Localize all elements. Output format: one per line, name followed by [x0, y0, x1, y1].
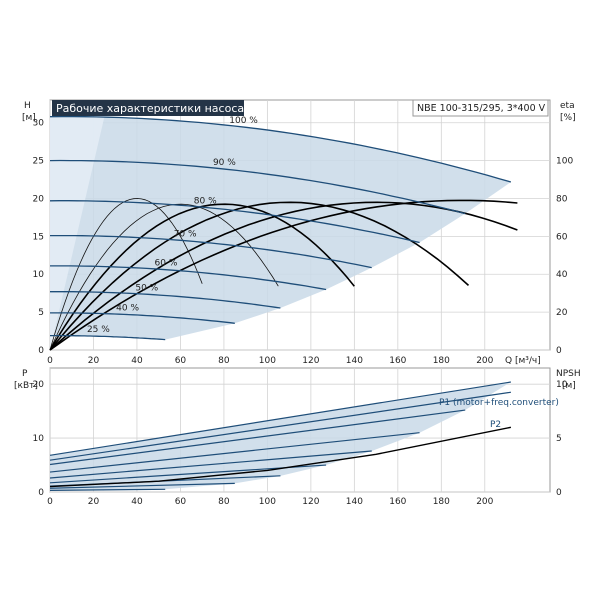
q-tick-label-lower: 40 — [131, 497, 143, 507]
q-tick-label-lower: 200 — [476, 497, 493, 507]
model-box — [412, 99, 549, 117]
speed-curve-label: 50 % — [135, 283, 158, 293]
p1-power-curve — [49, 409, 466, 466]
h-tick-label: 15 — [33, 232, 44, 242]
eta-axis-label: eta — [560, 101, 575, 111]
speed-curves — [49, 115, 512, 341]
speed-curve-label: 80 % — [194, 196, 217, 206]
q-tick-label: 200 — [476, 356, 493, 366]
operating-region — [50, 116, 511, 350]
eta-tick-label: 60 — [556, 232, 568, 242]
power-curves — [49, 381, 512, 491]
p-tick-label: 0 — [38, 488, 44, 498]
chart-title-box — [52, 100, 244, 116]
speed-curve — [49, 200, 420, 244]
eta-axis-unit: [%] — [560, 113, 576, 123]
eta-tick-label: 0 — [556, 346, 562, 356]
speed-curve-label: 100 % — [229, 116, 258, 126]
h-axis-label: H — [24, 101, 31, 111]
speed-curve — [50, 312, 235, 324]
efficiency-curve — [49, 203, 279, 351]
h-tick-label: 0 — [38, 346, 44, 356]
p1-power-curve — [49, 450, 372, 479]
q-tick-label-lower: 140 — [346, 497, 363, 507]
p2-legend-label: P2 — [490, 420, 501, 430]
q-tick-label-lower: 100 — [259, 497, 276, 507]
npsh-axis-unit: [м] — [562, 381, 576, 391]
head-chart: 100 % 90 % 80 % 70 % 60 % 50 % 40 % 25 % 0 20 40 6… — [22, 99, 576, 366]
eta-tick-label: 100 — [556, 157, 573, 167]
npsh-curve — [49, 426, 512, 488]
speed-labels: 100 % 90 % 80 % 70 % 60 % 50 % 40 % 25 % — [87, 116, 258, 335]
q-tick-label-lower: 20 — [88, 497, 100, 507]
h-tick-label: 10 — [33, 270, 45, 280]
chart-title: Рабочие характеристики насоса — [56, 102, 244, 115]
p-axis-label: P — [22, 369, 28, 379]
p-tick-label: 10 — [33, 434, 45, 444]
p-tick-label: 20 — [33, 380, 45, 390]
npsh-tick-label: 10 — [556, 380, 568, 390]
h-tick-label: 5 — [38, 308, 44, 318]
q-tick-label-lower: 120 — [302, 497, 319, 507]
npsh-tick-label: 5 — [556, 434, 562, 444]
q-tick-label-lower: 180 — [433, 497, 450, 507]
p1-power-curve — [49, 488, 166, 491]
efficiency-curve — [49, 201, 470, 351]
efficiency-curves — [49, 198, 518, 351]
h-axis-unit: [м] — [22, 113, 36, 123]
speed-curve — [49, 115, 512, 183]
speed-curve-label: 25 % — [87, 325, 110, 335]
speed-curve-label: 70 % — [174, 230, 197, 240]
h-tick-label: 20 — [33, 194, 45, 204]
p2-power-curve — [49, 391, 511, 461]
speed-curve — [50, 265, 327, 291]
operating-regions — [50, 116, 511, 351]
model-label: NBE 100-315/295, 3*400 V — [417, 103, 546, 114]
efficiency-curve — [49, 198, 203, 351]
head-chart-ticks: 0 20 40 60 80 100 120 140 160 180 200 0 5 10 15 20 25 30 0… — [33, 119, 574, 366]
q-tick-label: 180 — [433, 356, 450, 366]
q-tick-label: 160 — [389, 356, 406, 366]
speed-curve — [49, 290, 281, 309]
efficiency-curve — [49, 199, 518, 351]
q-tick-label-lower: 60 — [175, 497, 187, 507]
npsh-tick-label: 0 — [556, 488, 562, 498]
q-tick-label-lower: 160 — [389, 497, 406, 507]
speed-curve-label: 40 % — [116, 304, 139, 314]
q-tick-label: 60 — [175, 356, 187, 366]
npsh-axis-label: NPSH — [556, 369, 581, 379]
p-axis-unit: [кВт] — [14, 381, 38, 391]
eta-tick-label: 40 — [556, 270, 568, 280]
q-tick-label: 120 — [302, 356, 319, 366]
speed-curve — [50, 234, 372, 269]
p1-power-curve — [49, 432, 420, 473]
q-tick-label-lower: 80 — [218, 497, 230, 507]
speed-curve-label: 90 % — [213, 158, 236, 168]
p1-power-curve — [49, 381, 511, 456]
q-tick-label: 100 — [259, 356, 276, 366]
q-tick-label: 40 — [131, 356, 143, 366]
eta-tick-label: 20 — [556, 308, 568, 318]
speed-curve — [50, 334, 166, 341]
q-axis-label: Q [м³/ч] — [505, 356, 541, 366]
speed-curve-label: 60 % — [155, 259, 178, 269]
efficiency-curve — [49, 203, 355, 351]
h-tick-label: 25 — [33, 157, 44, 167]
q-tick-label: 140 — [346, 356, 363, 366]
q-tick-label-lower: 0 — [47, 497, 53, 507]
h-tick-label: 30 — [33, 119, 45, 129]
eta-tick-label: 80 — [556, 194, 568, 204]
q-tick-label: 20 — [88, 356, 100, 366]
q-tick-label: 80 — [218, 356, 230, 366]
p1-power-curve — [49, 482, 235, 489]
p1-legend-label: P1 (motor+freq.converter) — [439, 398, 559, 408]
efficiency-curve — [49, 201, 518, 351]
speed-curve — [49, 159, 466, 215]
q-tick-label: 0 — [47, 356, 53, 366]
